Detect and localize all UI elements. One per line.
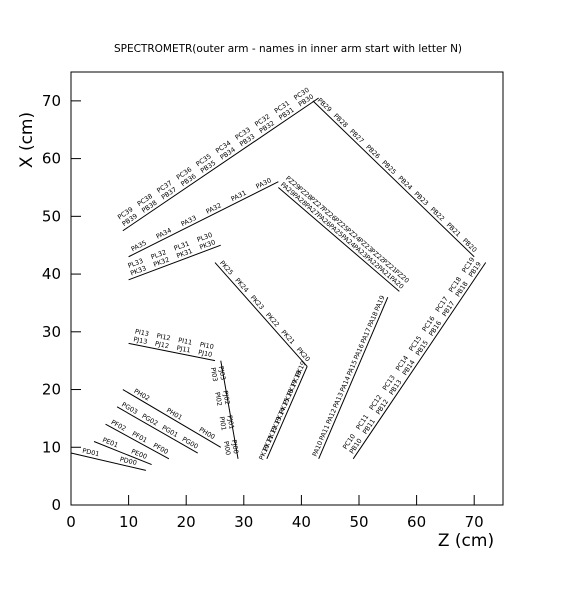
segment-label: PK22 (264, 311, 281, 329)
segment (220, 360, 239, 459)
segment-label: PJ13 (133, 335, 148, 346)
segment-label: PA10 (311, 440, 325, 458)
x-tick-label: 0 (66, 513, 76, 531)
segment (312, 100, 475, 258)
segment-label: PA17 (359, 327, 373, 345)
segment (93, 441, 152, 466)
x-tick-label: 10 (119, 513, 138, 531)
segment-label: PJ03 (217, 365, 227, 380)
segment (214, 262, 308, 367)
segment-label: PA15 (345, 359, 359, 377)
segment-label: PK25 (218, 259, 235, 277)
segment-label: PA16 (352, 343, 366, 361)
segment-label: PI11 (177, 336, 192, 347)
y-tick-label: 70 (42, 92, 61, 110)
segment-label: PJ12 (154, 340, 169, 351)
y-tick-label: 50 (42, 207, 61, 225)
segment-label: PI13 (134, 327, 149, 338)
segment-label: PI00 (222, 440, 232, 455)
segment-label: PJ01 (225, 415, 235, 430)
segment-label: PB23 (412, 190, 430, 207)
segment (318, 296, 389, 460)
y-tick-label: 20 (42, 381, 61, 399)
segment-label: PK24 (233, 276, 250, 294)
y-tick-label: 60 (42, 150, 61, 168)
segment-label: PI10 (199, 340, 214, 351)
segment-label: PA11 (318, 424, 332, 442)
segment (70, 452, 146, 471)
x-tick-label: 70 (465, 513, 484, 531)
segment-label: PA12 (324, 407, 338, 425)
chart-title: SPECTROMETR(outer arm - names in inner a… (114, 43, 462, 55)
segment (128, 181, 279, 258)
segment (128, 244, 221, 281)
segment (128, 342, 216, 362)
segment-label: PK10 (257, 443, 271, 461)
segment (122, 389, 222, 448)
segment-label: PI01 (218, 416, 228, 431)
segment-label: PB27 (348, 128, 366, 145)
segment (352, 262, 487, 460)
x-tick-label: 40 (292, 513, 311, 531)
segment-label: PK23 (249, 294, 266, 312)
segment-label: PB26 (364, 143, 382, 160)
x-tick-label: 30 (234, 513, 253, 531)
segment-label: PI03 (209, 367, 219, 382)
segment-label: PB21 (445, 221, 463, 238)
segment-label: PE01 (101, 436, 119, 449)
segment-label: PA13 (331, 391, 345, 409)
segment-label: PJ00 (230, 439, 240, 454)
segment-label: PI12 (156, 332, 171, 343)
x-tick-label: 20 (177, 513, 196, 531)
segment-label: PA18 (366, 310, 380, 328)
segment-label: PB20 (461, 237, 479, 254)
y-tick-label: 10 (42, 438, 61, 456)
segment-label: PI02 (213, 391, 223, 406)
y-axis-label: X (cm) (17, 112, 37, 168)
x-tick-label: 60 (407, 513, 426, 531)
segment-label: PB22 (429, 206, 447, 223)
x-axis-label: Z (cm) (438, 531, 494, 551)
y-tick-label: 0 (51, 496, 61, 514)
segment-label: PD00 (119, 455, 138, 467)
segment (266, 366, 308, 460)
segment (116, 406, 198, 454)
y-tick-label: 40 (42, 265, 61, 283)
segment-label: PA19 (373, 294, 387, 312)
plot-frame (70, 71, 504, 506)
segment-label: PB24 (396, 174, 414, 191)
y-tick-label: 30 (42, 323, 61, 341)
segment-label: PK20 (295, 346, 312, 364)
segment (105, 423, 170, 460)
segment (278, 187, 400, 292)
x-tick-label: 50 (349, 513, 368, 531)
segment-label: PK21 (279, 328, 296, 346)
segment-label: PD01 (82, 447, 101, 459)
segment-label: PJ11 (176, 344, 191, 355)
segment-label: PJ10 (197, 348, 212, 359)
segment-label: PJ02 (221, 390, 231, 405)
segment-label: PA14 (338, 375, 352, 393)
segment-label: PB28 (332, 112, 350, 129)
segment (122, 97, 319, 232)
segment-label: PB25 (380, 159, 398, 176)
segment-label: PB29 (316, 96, 334, 113)
